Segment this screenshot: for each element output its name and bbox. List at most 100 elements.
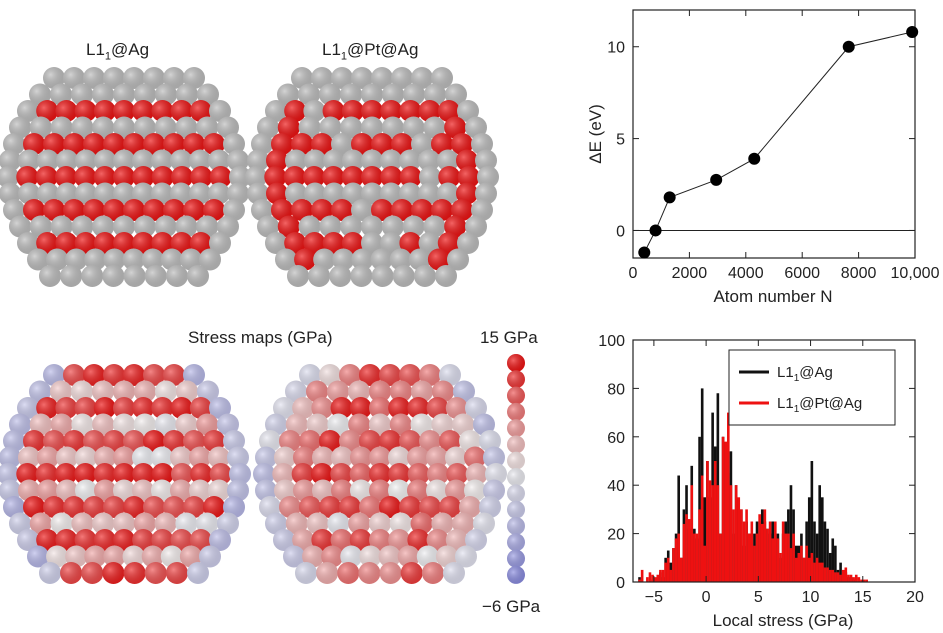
atom-shading bbox=[83, 199, 105, 221]
histogram-bars bbox=[638, 388, 868, 582]
atom-shading bbox=[403, 83, 425, 106]
x-tick-label: 15 bbox=[854, 589, 872, 606]
atom-shading bbox=[155, 380, 177, 403]
hist-bar-l11-pt-ag bbox=[703, 545, 707, 582]
atom-shading bbox=[419, 430, 441, 452]
atom-shading bbox=[265, 512, 287, 535]
atom-shading bbox=[227, 479, 249, 502]
atom-shading bbox=[432, 380, 454, 403]
atom-shading bbox=[473, 413, 495, 436]
atom-shading bbox=[284, 100, 307, 122]
atom-shading bbox=[113, 215, 135, 238]
atom-shading bbox=[292, 397, 315, 419]
hist-bar-l11-pt-ag bbox=[740, 509, 743, 582]
hist-bar-l11-pt-ag bbox=[784, 533, 788, 582]
atom-shading bbox=[92, 512, 115, 535]
atom-shading bbox=[389, 512, 412, 535]
colorbar-shading bbox=[507, 402, 525, 421]
atom-shading bbox=[444, 116, 467, 139]
atom-shading bbox=[447, 248, 469, 271]
atom-shading bbox=[271, 133, 293, 155]
atom-shading bbox=[389, 248, 412, 271]
stress-maps-title: Stress maps (GPa) bbox=[188, 328, 333, 347]
atom-shading bbox=[423, 215, 446, 238]
atom-shading bbox=[55, 232, 78, 254]
hist-bar-l11-pt-ag bbox=[753, 545, 756, 582]
atom-shading bbox=[3, 430, 25, 452]
atom-shading bbox=[285, 182, 307, 205]
hist-bar-l11-pt-ag bbox=[674, 538, 678, 582]
atom-shading bbox=[92, 83, 114, 106]
atom-shading bbox=[132, 149, 154, 172]
atom-shading bbox=[380, 100, 403, 122]
atom-shading bbox=[208, 149, 230, 172]
atom-shading bbox=[29, 380, 51, 403]
atom-shading bbox=[265, 232, 287, 254]
atom-shading bbox=[132, 479, 154, 502]
atom-shading bbox=[423, 116, 446, 139]
atom-shading bbox=[323, 149, 345, 172]
atom-shading bbox=[291, 199, 313, 221]
atom-shading bbox=[196, 215, 219, 238]
x-tick-label: 0 bbox=[702, 589, 711, 606]
atom-shading bbox=[348, 413, 371, 436]
hist-bar-l11-pt-ag bbox=[797, 552, 801, 582]
atom-shading bbox=[43, 133, 65, 155]
y-tick-label: 0 bbox=[616, 575, 625, 592]
atom-shading bbox=[285, 413, 308, 436]
atom-shading bbox=[298, 116, 321, 139]
energy-series-line bbox=[643, 31, 913, 253]
atom-shading bbox=[170, 232, 193, 254]
hist-bar-l11-pt-ag bbox=[729, 485, 733, 582]
hist-bar-l11-pt-ag bbox=[737, 497, 741, 582]
colorbar-shading bbox=[507, 370, 525, 389]
atom-shading bbox=[113, 116, 135, 139]
atom-shading bbox=[329, 265, 352, 287]
atom-shading bbox=[103, 364, 125, 386]
hist-bar-l11-pt-ag bbox=[716, 485, 720, 582]
atom-shading bbox=[369, 380, 391, 403]
atom-shading bbox=[151, 100, 174, 122]
atom-shading bbox=[163, 199, 185, 221]
colorbar-max-label: 15 GPa bbox=[480, 328, 538, 347]
atom-shading bbox=[74, 529, 97, 551]
atom-shading bbox=[132, 166, 155, 188]
atom-shading bbox=[419, 496, 441, 518]
atom-shading bbox=[465, 463, 488, 485]
atom-shading bbox=[311, 133, 333, 155]
atom-shading bbox=[113, 512, 135, 535]
atom-shading bbox=[189, 232, 212, 254]
atom-shading bbox=[133, 512, 156, 535]
atom-shading bbox=[35, 463, 58, 485]
atom-shading bbox=[361, 100, 383, 122]
atom-shading bbox=[209, 529, 231, 551]
atom-shading bbox=[103, 248, 126, 271]
hist-bar-l11-pt-ag bbox=[810, 552, 814, 582]
atom-shading bbox=[416, 545, 439, 568]
atom-shading bbox=[464, 446, 486, 469]
atom-shading bbox=[456, 149, 478, 172]
atom-shading bbox=[273, 397, 295, 419]
atom-shading bbox=[16, 463, 39, 485]
atom-shading bbox=[337, 562, 360, 584]
atom-shading bbox=[9, 215, 31, 238]
atom-shading bbox=[388, 479, 410, 502]
atom-shading bbox=[452, 512, 475, 535]
energy-point bbox=[842, 40, 855, 53]
atom-shading bbox=[113, 83, 135, 106]
atom-shading bbox=[319, 430, 341, 452]
atom-shading bbox=[36, 100, 59, 122]
hist-bar-l11-pt-ag bbox=[802, 557, 806, 582]
atom-shading bbox=[37, 149, 59, 172]
atom-shading bbox=[410, 512, 433, 535]
atom-shading bbox=[0, 149, 21, 172]
atom-shading bbox=[132, 232, 155, 254]
atom-shading bbox=[189, 182, 211, 205]
atom-shading bbox=[27, 248, 49, 271]
atom-shading bbox=[351, 133, 373, 155]
atom-shading bbox=[399, 166, 422, 188]
atom-shading bbox=[94, 446, 116, 469]
colorbar-shading bbox=[507, 565, 525, 584]
atom-shading bbox=[285, 512, 308, 535]
atom-shading bbox=[132, 529, 155, 551]
